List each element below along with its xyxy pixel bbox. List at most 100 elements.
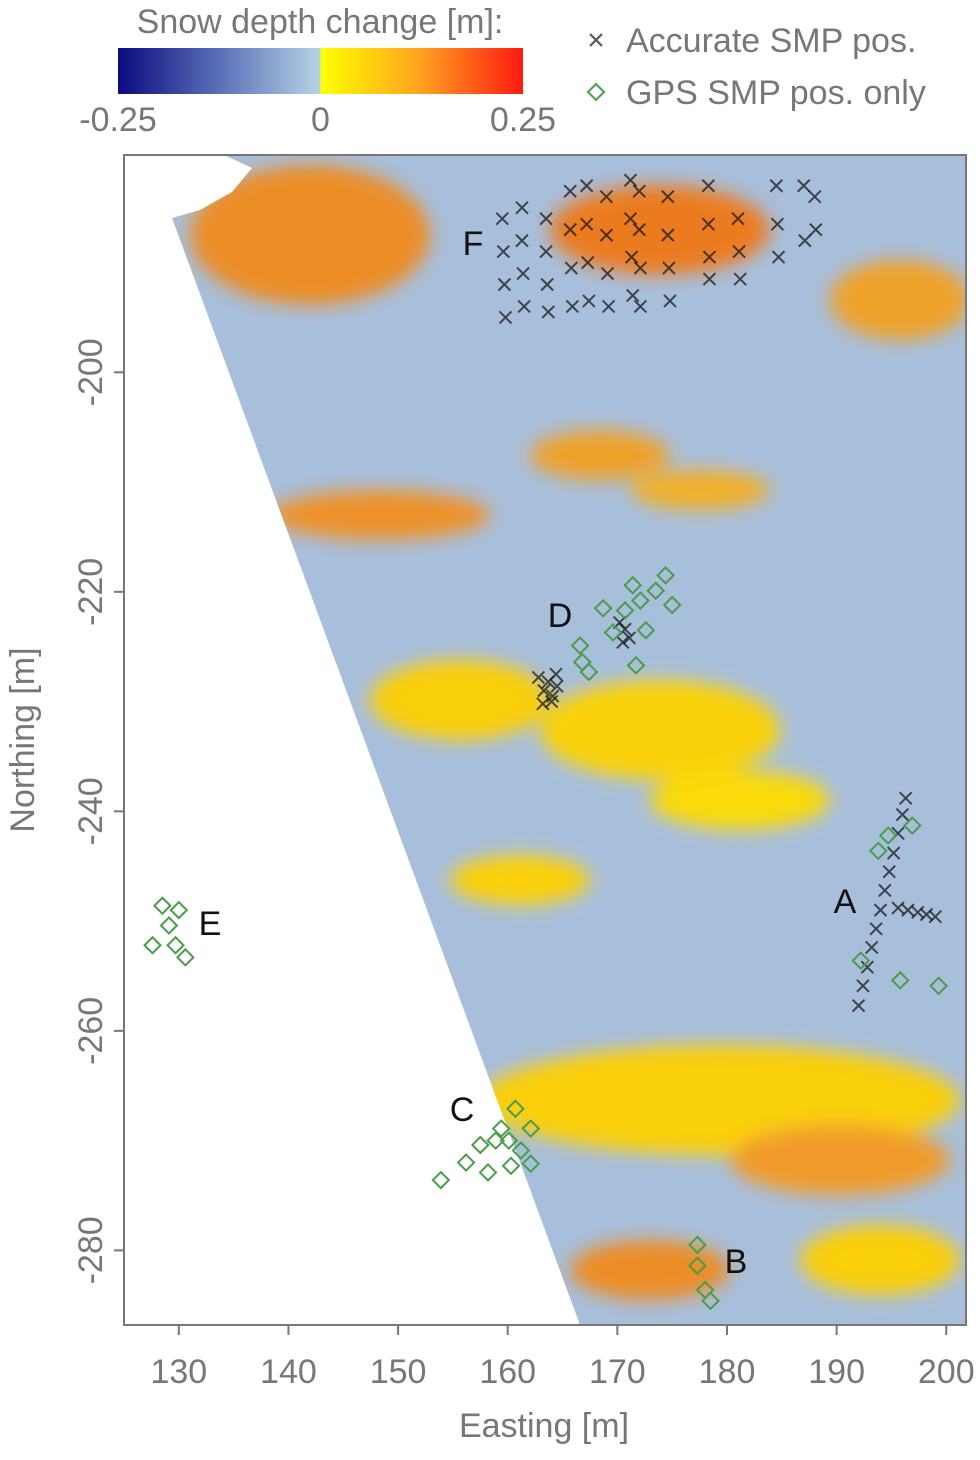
accurate-point	[865, 940, 879, 955]
legend-label: GPS SMP pos. only	[626, 74, 926, 112]
accurate-point	[661, 189, 675, 204]
colorbar-tick-label: -0.25	[79, 101, 157, 139]
accurate-point	[797, 179, 811, 193]
accurate-point	[498, 310, 513, 325]
x-tick-label: 180	[699, 1353, 756, 1391]
accurate-point	[882, 864, 896, 879]
accurate-point	[531, 670, 546, 685]
gps-point	[521, 1154, 541, 1174]
accurate-point	[624, 250, 639, 264]
accurate-point	[549, 667, 563, 681]
gps-point	[603, 623, 623, 642]
accurate-point	[701, 179, 716, 193]
accurate-point	[662, 261, 676, 275]
accurate-point	[565, 299, 580, 314]
accurate-point	[623, 173, 638, 187]
gps-point	[159, 916, 179, 935]
site-label: B	[725, 1243, 748, 1281]
gps-point	[456, 1153, 476, 1172]
accurate-point	[633, 261, 648, 275]
accurate-point	[702, 272, 717, 286]
accurate-point	[582, 294, 596, 308]
accurate-point	[928, 909, 943, 924]
accurate-point	[516, 266, 530, 281]
accurate-point	[599, 189, 614, 204]
gps-point	[431, 1170, 451, 1190]
accurate-point	[564, 261, 579, 275]
gps-point	[505, 1099, 525, 1119]
accurate-point	[733, 272, 747, 286]
gps-point	[175, 947, 195, 967]
accurate-point	[579, 179, 594, 193]
colorbar-title: Snow depth change [m]:	[137, 3, 504, 41]
y-axis-title: Northing [m]	[4, 647, 42, 832]
x-tick-label: 150	[370, 1353, 427, 1391]
accurate-point	[579, 217, 594, 231]
x-tick-label: 170	[589, 1353, 646, 1391]
colorbar-tick-label: 0	[311, 101, 330, 139]
accurate-point	[661, 228, 675, 242]
legend-label: Accurate SMP pos.	[626, 22, 916, 60]
accurate-point	[563, 184, 577, 198]
gps-point	[593, 598, 613, 618]
accurate-point	[663, 294, 677, 308]
y-tick-label: -200	[72, 338, 110, 406]
snow-raster	[172, 155, 966, 1325]
accurate-point	[517, 299, 531, 314]
accurate-point	[495, 211, 509, 226]
accurate-point	[860, 960, 875, 974]
accurate-point	[701, 217, 716, 231]
accurate-point	[891, 901, 905, 915]
accurate-point	[809, 222, 823, 237]
accurate-point	[702, 250, 717, 264]
accurate-point	[898, 791, 913, 805]
legend-marker	[589, 33, 603, 47]
accurate-point	[771, 250, 786, 264]
gps-point	[890, 970, 910, 990]
accurate-point	[616, 635, 630, 650]
gps-point	[169, 900, 189, 920]
gps-point	[579, 662, 599, 682]
colorbar-tick-label: 0.25	[490, 101, 556, 139]
y-tick-label: -220	[72, 558, 110, 626]
gps-point	[701, 1291, 720, 1311]
gps-point	[499, 1131, 519, 1151]
gps-point	[491, 1119, 511, 1138]
gps-point	[470, 1135, 490, 1155]
accurate-point	[515, 233, 529, 248]
gps-point	[626, 655, 646, 675]
accurate-point	[851, 998, 866, 1013]
site-label: E	[199, 905, 222, 943]
gps-point	[687, 1235, 707, 1255]
gps-point	[636, 620, 656, 640]
gps-point	[687, 1256, 707, 1276]
gps-point	[878, 826, 898, 845]
accurate-point	[539, 244, 553, 259]
accurate-point	[536, 697, 550, 711]
site-label: D	[548, 597, 573, 635]
gps-point	[143, 935, 162, 955]
x-tick-label: 140	[260, 1353, 317, 1391]
x-tick-label: 160	[479, 1353, 536, 1391]
gps-point	[615, 601, 635, 620]
accurate-point	[873, 903, 888, 917]
gps-point	[501, 1156, 521, 1176]
gps-point	[166, 935, 185, 955]
x-tick-label: 130	[150, 1353, 207, 1391]
gps-point	[521, 1119, 541, 1138]
accurate-point	[550, 679, 564, 693]
accurate-point	[878, 883, 892, 898]
accurate-point	[798, 233, 812, 248]
gps-point	[486, 1131, 506, 1151]
x-tick-label: 190	[808, 1353, 865, 1391]
accurate-point	[623, 211, 638, 226]
x-tick-label: 200	[918, 1353, 975, 1391]
accurate-point	[626, 288, 640, 303]
accurate-point	[895, 807, 910, 822]
site-label: A	[834, 883, 857, 921]
gps-point	[511, 1141, 531, 1160]
accurate-point	[497, 277, 512, 292]
accurate-point	[807, 189, 822, 204]
accurate-point	[632, 222, 646, 237]
